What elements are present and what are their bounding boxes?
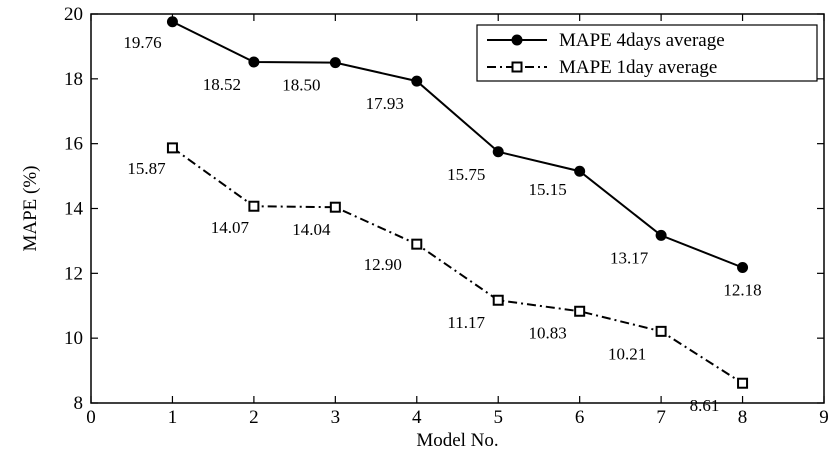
data-point-marker	[492, 294, 504, 306]
y-tick-label: 8	[74, 393, 84, 414]
x-tick-label: 6	[575, 407, 585, 428]
legend: MAPE 4days average MAPE 1day average	[476, 24, 818, 82]
data-label: 12.90	[364, 255, 402, 274]
data-point-marker	[574, 305, 586, 317]
data-label: 15.15	[529, 180, 567, 199]
data-point-marker	[655, 325, 667, 337]
x-tick-label: 0	[86, 407, 96, 428]
x-tick-label: 4	[412, 407, 422, 428]
data-point-marker	[492, 146, 504, 158]
data-point-marker	[248, 56, 260, 68]
data-label: 10.21	[608, 344, 646, 363]
x-tick-label: 3	[331, 407, 341, 428]
y-tick-label: 14	[64, 199, 84, 220]
data-label: 11.17	[447, 313, 485, 332]
data-label: 10.83	[529, 323, 567, 342]
y-tick-label: 12	[64, 263, 83, 284]
legend-label-1: MAPE 4days average	[559, 30, 725, 51]
series-line-1	[172, 20, 743, 269]
data-label: 18.52	[203, 75, 241, 94]
data-label: 12.18	[723, 280, 761, 299]
y-axis-title: MAPE (%)	[20, 165, 41, 251]
data-label: 14.07	[211, 218, 250, 237]
data-point-marker	[329, 57, 341, 69]
legend-marker-1	[511, 34, 523, 46]
data-point-marker	[329, 201, 341, 213]
x-tick-label: 2	[249, 407, 259, 428]
data-label: 8.61	[690, 396, 720, 415]
legend-marker-2	[511, 61, 523, 73]
data-point-marker	[574, 165, 586, 177]
data-point-marker	[411, 75, 423, 87]
data-point-marker	[737, 261, 749, 273]
data-label: 18.50	[282, 76, 320, 95]
x-axis-title: Model No.	[416, 430, 498, 451]
data-point-marker	[655, 229, 667, 241]
data-point-marker	[166, 16, 178, 28]
x-tick-label: 8	[738, 407, 748, 428]
data-label: 15.87	[127, 159, 166, 178]
data-label: 14.04	[292, 220, 331, 239]
y-tick-label: 10	[64, 328, 83, 349]
x-tick-label: 9	[819, 407, 828, 428]
data-label: 19.76	[123, 33, 161, 52]
legend-label-2: MAPE 1day average	[559, 57, 717, 78]
data-label: 17.93	[366, 94, 404, 113]
series-layer	[166, 16, 749, 389]
x-tick-label: 1	[168, 407, 178, 428]
data-point-marker	[248, 200, 260, 212]
data-label: 13.17	[610, 248, 649, 267]
legend-box	[476, 24, 818, 82]
y-tick-label: 20	[64, 4, 83, 25]
data-label: 15.75	[447, 165, 485, 184]
y-tick-label: 16	[64, 134, 83, 155]
data-labels-layer: 19.76 18.52 18.50 17.93 15.75 15.15 13.17 12.18…	[123, 33, 761, 415]
data-point-marker	[166, 142, 178, 154]
y-tick-label: 18	[64, 69, 83, 90]
data-point-marker	[411, 238, 423, 250]
x-tick-label: 5	[493, 407, 503, 428]
data-point-marker	[737, 377, 749, 389]
x-tick-label: 7	[656, 407, 666, 428]
